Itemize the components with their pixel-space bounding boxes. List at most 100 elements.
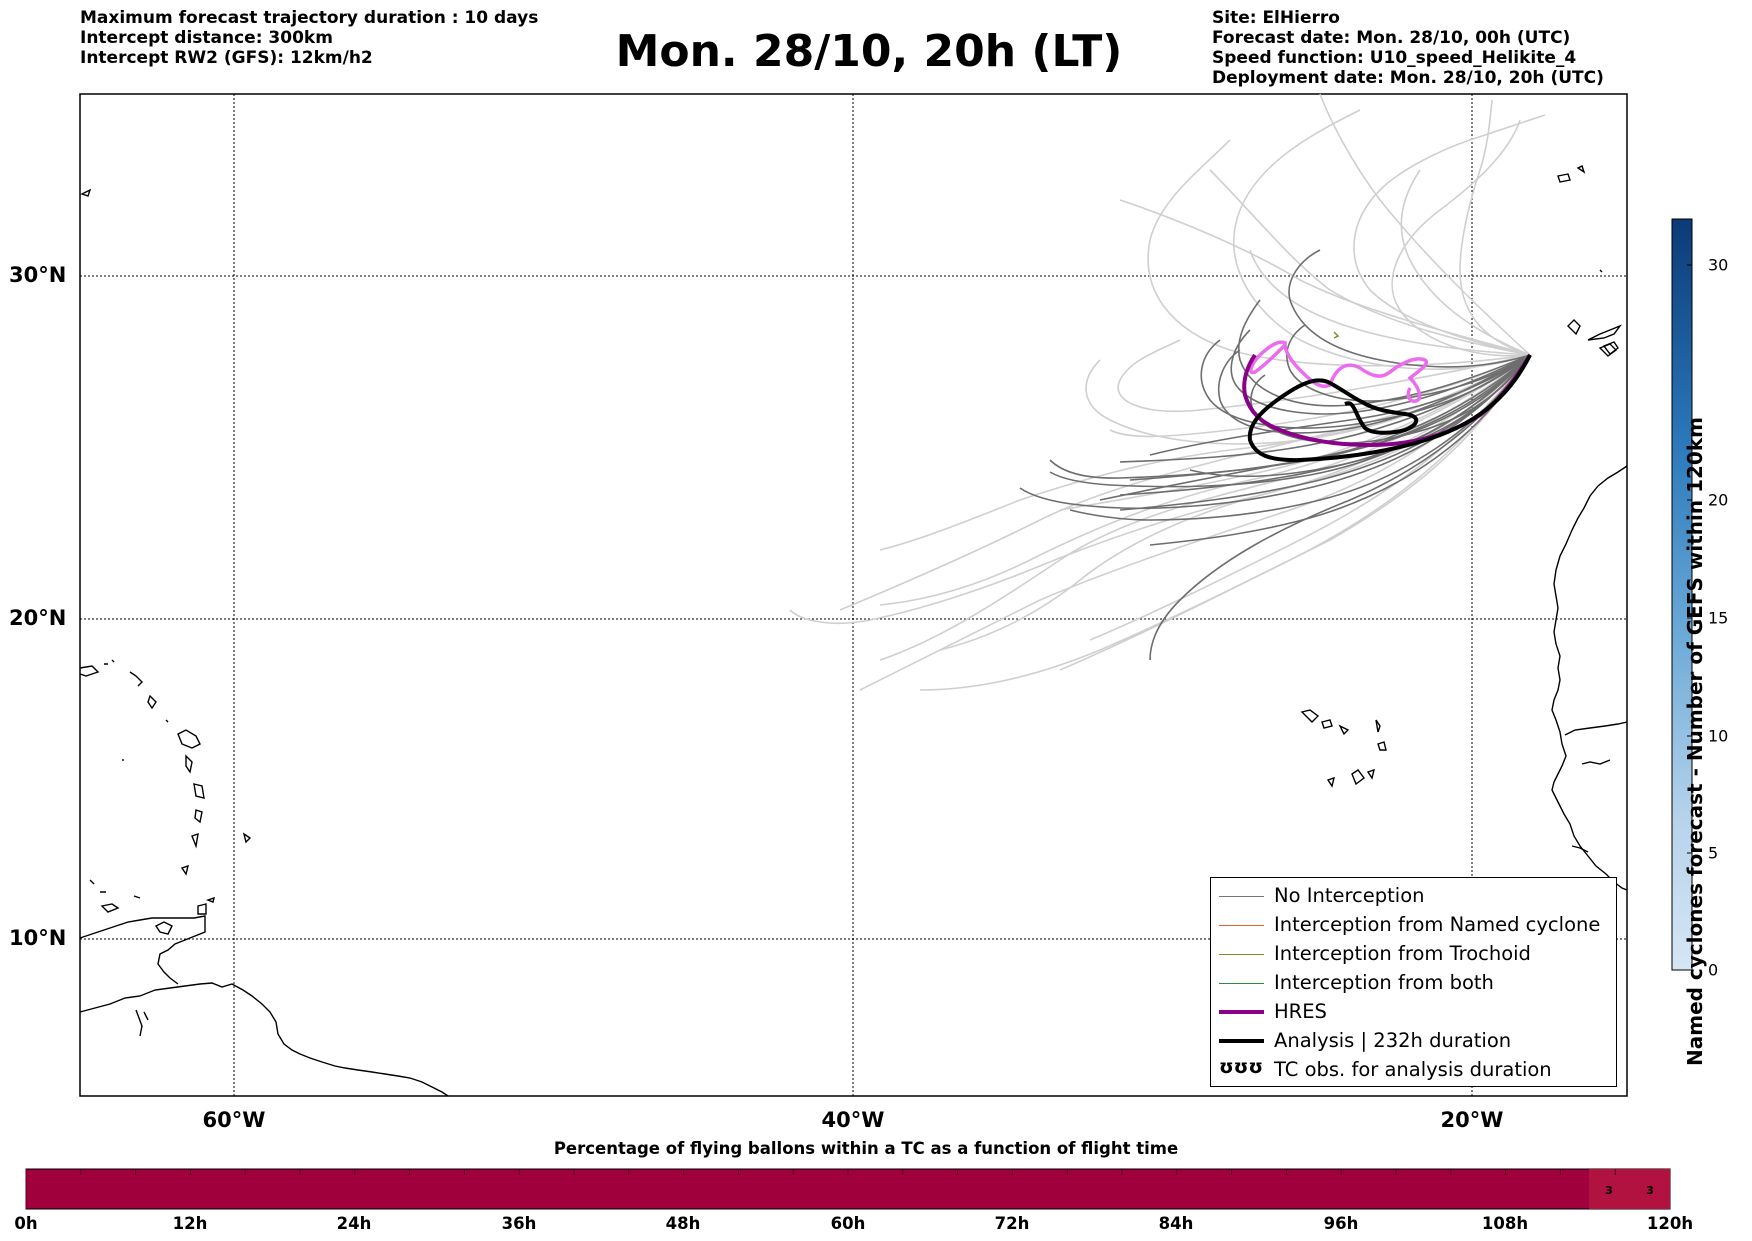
trajectory-light	[1391, 119, 1531, 357]
island-trinidad	[197, 903, 207, 915]
island-grenada	[180, 864, 189, 876]
hres-track-light	[1249, 340, 1428, 403]
trajectory-dark	[1149, 354, 1531, 456]
legend-item-trochoid: Interception from Trochoid	[1211, 940, 1616, 969]
trochoid-mark	[1333, 331, 1340, 339]
trajectory-dark	[1237, 299, 1531, 407]
island-curacao	[100, 903, 120, 913]
island-puerto-rico	[79, 665, 100, 677]
trajectory-light	[839, 354, 1531, 611]
trajectory-dark	[1200, 339, 1531, 429]
page-title-text: Mon. 28/10, 20h (LT)	[615, 26, 1123, 77]
trajectory-light	[1353, 114, 1546, 356]
colorbar-tick-label: 15	[1708, 608, 1729, 628]
analysis-track	[1247, 354, 1532, 463]
legend-swatch	[1219, 983, 1264, 984]
island-stlucia	[194, 809, 203, 824]
trajectory-dark	[1019, 354, 1531, 510]
legend-swatch	[1219, 896, 1264, 897]
time-bar	[25, 1168, 1671, 1210]
island-guadeloupe	[177, 729, 201, 749]
coast-cape-verde-region	[1564, 721, 1628, 736]
lat-label-20n: 20°N	[9, 606, 67, 630]
trajectory-dark	[1288, 249, 1531, 368]
time-bar-label: 36h	[501, 1214, 537, 1233]
legend-item-both: Interception from both	[1211, 969, 1616, 998]
time-bar-value: 3	[1646, 1184, 1654, 1197]
time-bar-highlight	[1589, 1169, 1670, 1209]
trajectory-dark	[1049, 354, 1531, 479]
island-cv-8	[1366, 768, 1375, 780]
trajectory-dark	[1218, 349, 1531, 434]
coast-africa	[1551, 465, 1628, 891]
island-gran-canaria	[1602, 341, 1619, 355]
colorbar-tick-label: 30	[1708, 255, 1729, 275]
trajectory-dark	[1149, 354, 1531, 661]
colorbar-tick-label: 10	[1708, 726, 1729, 746]
island-tobago	[205, 896, 215, 903]
colorbar-tick-marks	[1687, 264, 1692, 971]
legend-swatch	[1219, 954, 1264, 955]
coast-africa-det-2	[1571, 845, 1589, 853]
legend-swatch	[1219, 925, 1264, 926]
legend-label: HRES	[1274, 1000, 1327, 1023]
header-left-line: Intercept distance: 300km	[80, 28, 333, 48]
island-cv-4	[1375, 719, 1381, 733]
time-bar-label: 0h	[14, 1214, 38, 1233]
time-bar-label: 84h	[1158, 1214, 1194, 1233]
island-cv-5	[1377, 741, 1387, 751]
lat-label-30n: 30°N	[9, 263, 67, 287]
trajectory-light	[879, 354, 1531, 606]
time-bar-label: 96h	[1323, 1214, 1359, 1233]
header-right-line: Deployment date: Mon. 28/10, 20h (UTC)	[1212, 68, 1604, 88]
header-right-line: Site: ElHierro	[1212, 8, 1340, 28]
header-left-line: Maximum forecast trajectory duration : 1…	[80, 8, 539, 28]
page-title: Mon. 28/10, 20h (LT)	[0, 26, 1752, 77]
time-bar-label: 60h	[830, 1214, 866, 1233]
island-small-1	[80, 188, 92, 197]
header-right-line: Forecast date: Mon. 28/10, 00h (UTC)	[1212, 28, 1571, 48]
island-barbados	[242, 832, 252, 844]
island-fuerteventura	[1587, 324, 1623, 341]
header-right: Site: ElHierro Forecast date: Mon. 28/10…	[1212, 8, 1604, 88]
coast-venezuela	[79, 915, 206, 985]
time-bar-value: 3	[1605, 1184, 1613, 1197]
time-bar-title: Percentage of flying ballons within a TC…	[553, 1139, 1179, 1158]
time-bar-label: 48h	[665, 1214, 701, 1233]
colorbar-title: Named cyclones forecast - Number of GEFS…	[1683, 417, 1707, 1066]
island-cv-7	[1351, 769, 1365, 786]
island-madeira	[1557, 173, 1571, 183]
time-bar-label: 24h	[336, 1214, 372, 1233]
island-lesser-2	[147, 694, 157, 710]
lat-label-10n: 10°N	[9, 926, 67, 950]
trajectory-light	[1109, 354, 1531, 438]
island-vi	[104, 659, 115, 665]
trajectory-light	[1059, 354, 1531, 511]
trajectory-light	[1117, 339, 1531, 412]
legend-item-tc-obs: ʊʊʊ TC obs. for analysis duration	[1211, 1056, 1616, 1085]
island-lanzarote	[1567, 319, 1581, 336]
legend-label: TC obs. for analysis duration	[1274, 1058, 1552, 1081]
island-small-5	[133, 895, 141, 899]
island-small-4	[89, 879, 106, 893]
coast-africa-det-1	[1581, 759, 1611, 765]
island-stvincent	[191, 832, 199, 849]
colorbar-tick-label: 20	[1708, 490, 1729, 510]
legend-item-analysis: Analysis | 232h duration	[1211, 1027, 1616, 1056]
island-dominica	[185, 754, 193, 774]
lon-label-20w: 20°W	[1440, 1108, 1504, 1132]
legend-swatch	[1219, 1010, 1264, 1014]
header-left-line: Intercept RW2 (GFS): 12km/h2	[80, 48, 373, 68]
header-right-line: Speed function: U10_speed_Helikite_4	[1212, 48, 1577, 68]
lon-label-60w: 60°W	[202, 1108, 266, 1132]
island-martinique	[193, 783, 205, 799]
time-bar-label: 120h	[1646, 1214, 1694, 1233]
trajectory-light	[1319, 93, 1531, 356]
time-bar-label: 108h	[1481, 1214, 1529, 1233]
trajectory-dark	[1149, 354, 1531, 546]
legend-label: Interception from both	[1274, 971, 1494, 994]
header-left: Maximum forecast trajectory duration : 1…	[80, 8, 538, 68]
trajectory-light	[1249, 249, 1531, 356]
island-cv-2	[1321, 719, 1333, 729]
trajectory-dark	[1230, 329, 1531, 415]
